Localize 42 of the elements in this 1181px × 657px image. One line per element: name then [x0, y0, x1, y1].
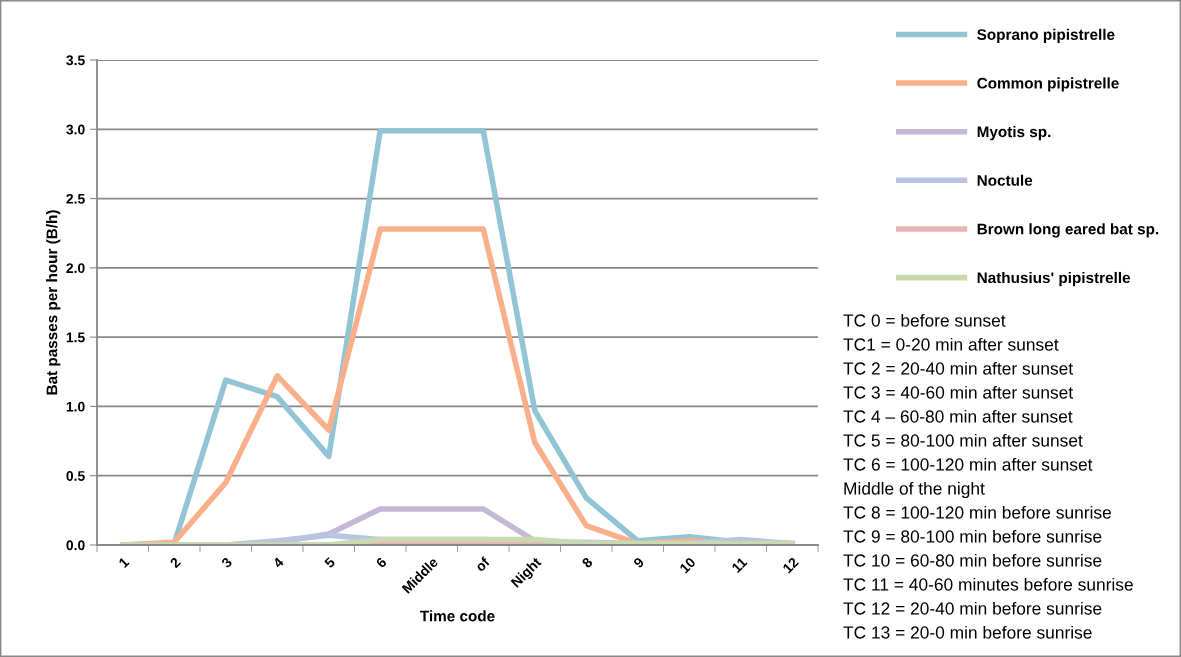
- x-tick-label: 3: [220, 556, 233, 569]
- text: TC 6 = 100-120 min after sunset: [843, 457, 1093, 471]
- legend-label: Common pipistrelle: [977, 77, 1119, 92]
- x-tick-label: 8: [581, 556, 594, 569]
- text: TC 13 = 20-0 min before sunrise: [843, 625, 1092, 639]
- legend-label: Soprano pipistrelle: [977, 28, 1115, 43]
- text: TC 5 = 80-100 min after sunset: [843, 433, 1083, 447]
- legend-label: Brown long eared bat sp.: [977, 223, 1159, 238]
- text: TC 8 = 100-120 min before sunrise: [843, 505, 1111, 519]
- x-tick-label: 5: [323, 556, 336, 569]
- y-tick-label: 3.0: [66, 124, 85, 135]
- text: TC 11 = 40-60 minutes before sunrise: [843, 577, 1133, 591]
- text: TC1 = 0-20 min after sunset: [843, 337, 1059, 351]
- x-tick-label: 10: [679, 556, 697, 574]
- y-tick-label: 2.0: [66, 263, 85, 274]
- x-tick-label: 11: [731, 556, 748, 573]
- text: TC 12 = 20-40 min before sunrise: [843, 601, 1102, 615]
- x-tick-label: 2: [169, 556, 181, 569]
- x-tick-label: 1: [118, 556, 130, 569]
- text: TC 0 = before sunset: [843, 313, 1006, 327]
- legend-label: Nathusius' pipistrelle: [977, 271, 1131, 287]
- y-tick-label: 0.0: [66, 540, 85, 551]
- y-tick-label: 1.0: [66, 401, 85, 412]
- text: TC 4 – 60-80 min after sunset: [843, 409, 1073, 423]
- y-tick-label: 1.5: [66, 332, 85, 343]
- y-tick-label: 3.5: [66, 55, 85, 66]
- text: TC 10 = 60-80 min before sunrise: [843, 553, 1102, 567]
- legend-label: Noctule: [977, 174, 1033, 186]
- x-axis-title: Time code: [420, 610, 495, 622]
- x-tick-label: 9: [632, 556, 645, 569]
- y-tick-label: 2.5: [66, 193, 85, 204]
- x-tick-label: 6: [375, 556, 388, 569]
- x-tick-label: 4: [272, 556, 285, 569]
- text: TC 9 = 80-100 min before sunrise: [843, 529, 1102, 543]
- text: TC 2 = 20-40 min after sunset: [843, 361, 1074, 375]
- y-tick-label: 0.5: [66, 471, 85, 481]
- y-axis-title: Bat passes per hour (B/h): [46, 210, 61, 395]
- x-tick-label: 12: [782, 556, 799, 574]
- text: TC 3 = 40-60 min after sunset: [843, 385, 1074, 399]
- legend-label: Myotis sp.: [977, 125, 1051, 141]
- x-tick-label: of: [474, 556, 491, 573]
- text: Middle of the night: [844, 481, 985, 499]
